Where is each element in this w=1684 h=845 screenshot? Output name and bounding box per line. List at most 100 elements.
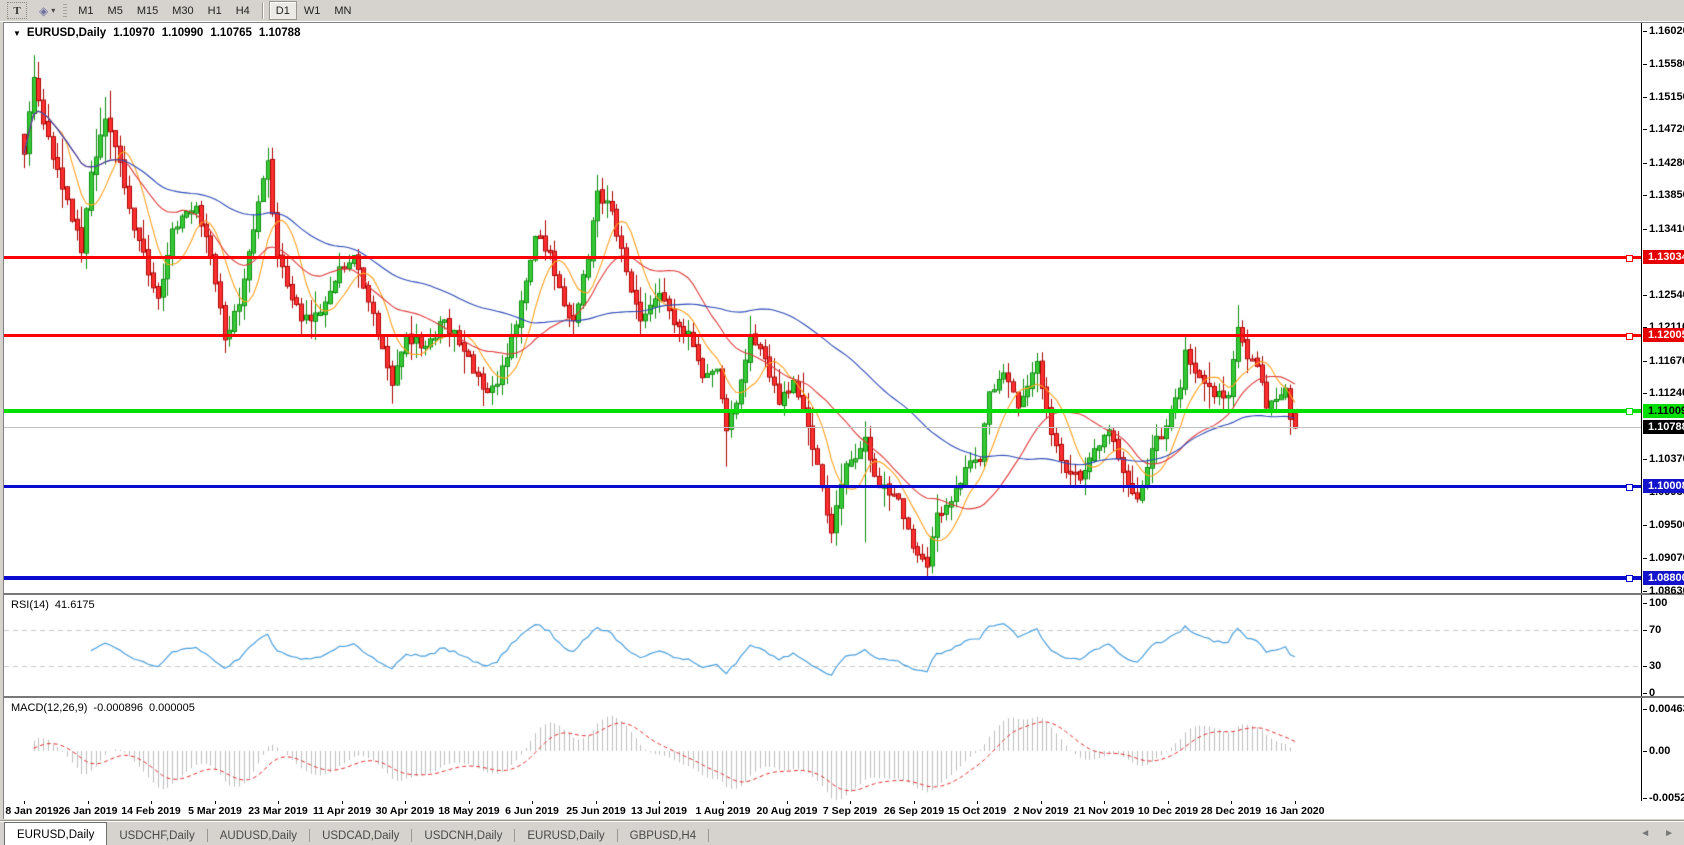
tab-separator xyxy=(708,829,710,842)
date-label: 2 Nov 2019 xyxy=(1013,805,1069,817)
chart-tab-audusd-daily[interactable]: AUDUSD,Daily xyxy=(219,829,298,842)
rsi-plot-area[interactable] xyxy=(4,595,1642,696)
rsi-panel: RSI(14) 41.6175 100 70 30 0 xyxy=(4,595,1684,699)
price-tick: 1.11240 xyxy=(1642,387,1684,399)
timeframe-button-m1[interactable]: M1 xyxy=(78,4,94,17)
timeframe-button-w1[interactable]: W1 xyxy=(303,4,321,17)
rsi-canvas[interactable] xyxy=(4,595,1641,696)
timeframe-button-m5[interactable]: M5 xyxy=(107,4,123,17)
time-tick xyxy=(1104,801,1105,804)
date-label: 10 Dec 2019 xyxy=(1137,805,1199,817)
macd-axis[interactable]: 0.00463 0.00 -0.005299 xyxy=(1642,698,1684,804)
timeframe-button-h1[interactable]: H1 xyxy=(207,4,222,17)
timeframe-button-d1[interactable]: D1 xyxy=(268,1,297,20)
time-tick xyxy=(977,801,978,804)
time-tick xyxy=(469,801,470,804)
price-tick: 1.08630 xyxy=(1643,585,1684,597)
chart-tab-eurusd-daily[interactable]: EURUSD,Daily xyxy=(527,829,605,842)
line-selection-handle[interactable] xyxy=(1626,254,1633,262)
horizontal-line-1.10788[interactable] xyxy=(4,427,1641,428)
horizontal-line-1.11009[interactable] xyxy=(4,408,1641,415)
chart-tab-usdchf-daily[interactable]: USDCHF,Daily xyxy=(119,829,195,842)
horizontal-line-1.12005[interactable] xyxy=(4,332,1641,340)
time-tick xyxy=(342,801,343,804)
time-tick xyxy=(278,801,279,804)
macd-tick: -0.005299 xyxy=(1643,792,1684,804)
chart-tab-usdcnh-daily[interactable]: USDCNH,Daily xyxy=(424,829,503,842)
macd-indicator-label: MACD(12,26,9) -0.000896 0.000005 xyxy=(11,702,195,714)
line-selection-handle[interactable] xyxy=(1626,483,1633,491)
date-label: 13 Jul 2019 xyxy=(630,805,688,817)
price-tick: 1.09070 xyxy=(1643,552,1684,564)
price-axis[interactable]: 1.16020 1.15580 1.15150 1.14720 1.14280 1.138… xyxy=(1642,23,1684,597)
toolbar-grip-handle[interactable] xyxy=(63,3,68,18)
text-label-tool-button[interactable]: T xyxy=(7,2,27,19)
price-level-label-1.08800: 1.08800 xyxy=(1643,571,1684,585)
price-level-label-1.10008: 1.10008 xyxy=(1643,479,1684,493)
chart-window: ▼ EURUSD,Daily 1.10970 1.10990 1.10765 1… xyxy=(3,22,1684,819)
macd-canvas[interactable] xyxy=(4,698,1641,801)
price-tick: 1.10370 xyxy=(1643,453,1684,465)
line-selection-handle[interactable] xyxy=(1626,408,1633,415)
timeframe-button-m30[interactable]: M30 xyxy=(172,4,194,17)
date-label: 21 Nov 2019 xyxy=(1073,805,1135,817)
price-tick: 1.11670 xyxy=(1642,355,1684,367)
price-tick: 1.14280 xyxy=(1643,157,1684,169)
chart-symbol-label: EURUSD,Daily xyxy=(26,27,107,39)
date-label: 16 Jan 2020 xyxy=(1265,805,1325,817)
candlestick-canvas[interactable] xyxy=(4,23,1641,593)
date-label: 26 Sep 2019 xyxy=(883,805,945,817)
time-tick xyxy=(1231,801,1232,804)
date-label: 8 Jan 2019 xyxy=(5,805,59,817)
timeframe-button-mn[interactable]: MN xyxy=(334,4,352,17)
macd-name: MACD(12,26,9) xyxy=(11,702,88,714)
panel-splitter[interactable] xyxy=(4,593,1684,595)
time-tick xyxy=(723,801,724,804)
macd-plot-area[interactable] xyxy=(4,698,1642,801)
time-tick xyxy=(1168,801,1169,804)
price-plot-area[interactable] xyxy=(4,23,1642,593)
timeframe-button-m15[interactable]: M15 xyxy=(136,4,159,17)
line-selection-handle[interactable] xyxy=(1626,332,1633,340)
time-axis[interactable]: 8 Jan 2019 26 Jan 2019 14 Feb 2019 5 Mar 20… xyxy=(4,801,1641,819)
chart-tabs: EURUSD,Daily USDCHF,Daily AUDUSD,Daily USDC… xyxy=(0,821,710,845)
time-tick xyxy=(914,801,915,804)
tab-scroll-controls: ◄ ► xyxy=(1640,828,1674,839)
price-level-label-1.12005: 1.12005 xyxy=(1643,328,1684,342)
time-tick xyxy=(405,801,406,804)
horizontal-line-1.08800[interactable] xyxy=(4,575,1641,582)
chart-tab-usdcad-daily[interactable]: USDCAD,Daily xyxy=(322,829,400,842)
macd-signal-value: 0.000005 xyxy=(148,702,195,714)
price-tick: 1.13850 xyxy=(1643,189,1684,201)
timeframe-button-h4[interactable]: H4 xyxy=(235,4,250,17)
rsi-tick: 70 xyxy=(1642,624,1662,636)
line-selection-handle[interactable] xyxy=(1626,575,1633,582)
tab-separator xyxy=(206,829,208,842)
objects-tool-button[interactable]: ◈ ▾ xyxy=(39,4,55,18)
horizontal-line-1.13034[interactable] xyxy=(4,254,1641,262)
chart-tab-eurusd-daily[interactable]: EURUSD,Daily xyxy=(4,822,108,845)
tab-scroll-left-icon[interactable]: ◄ xyxy=(1640,828,1651,839)
date-label: 23 Mar 2019 xyxy=(248,805,308,817)
horizontal-line-1.10008[interactable] xyxy=(4,483,1641,491)
rsi-axis[interactable]: 100 70 30 0 xyxy=(1642,595,1684,699)
panel-splitter[interactable] xyxy=(4,696,1684,698)
time-tick xyxy=(88,801,89,804)
time-tick xyxy=(850,801,851,804)
date-label: 1 Aug 2019 xyxy=(695,805,751,817)
date-label: 6 Jun 2019 xyxy=(505,805,559,817)
time-tick xyxy=(787,801,788,804)
date-label: 5 Mar 2019 xyxy=(188,805,242,817)
rsi-tick: 0 xyxy=(1642,687,1656,699)
symbol-dropdown-icon[interactable]: ▼ xyxy=(13,28,21,38)
tab-scroll-right-icon[interactable]: ► xyxy=(1664,828,1674,839)
rsi-tick: 30 xyxy=(1642,660,1662,672)
chart-tab-gbpusd-h4[interactable]: GBPUSD,H4 xyxy=(629,829,697,842)
time-tick xyxy=(1041,801,1042,804)
date-label: 30 Apr 2019 xyxy=(375,805,435,817)
rsi-current-value: 41.6175 xyxy=(54,599,95,611)
ohlc-open: 1.10970 xyxy=(113,27,155,39)
date-label: 26 Jan 2019 xyxy=(58,805,118,817)
